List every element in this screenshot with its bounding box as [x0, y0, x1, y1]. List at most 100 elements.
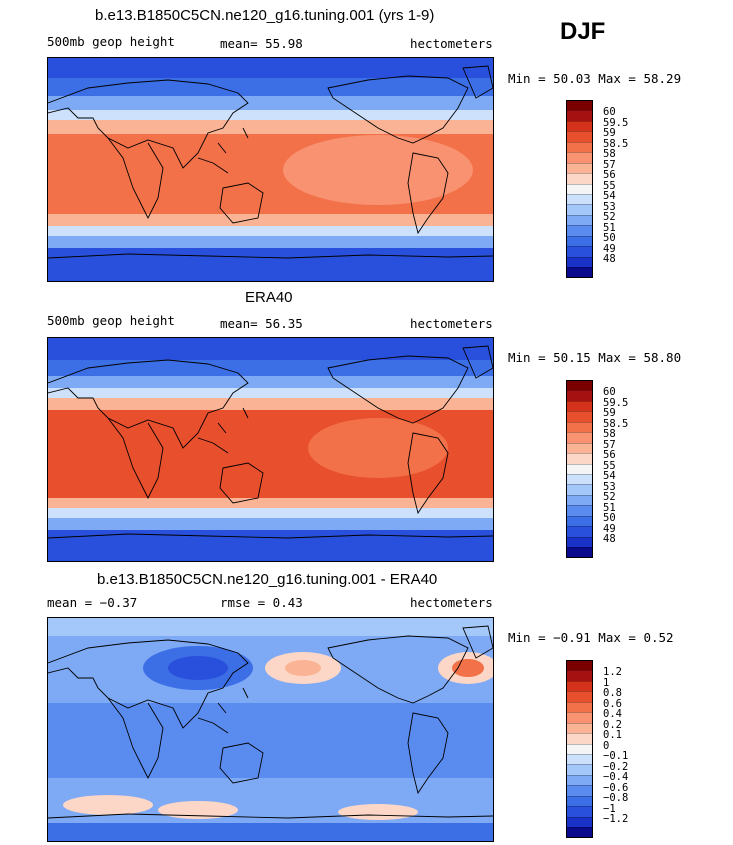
p3-cbar-tick: 1.2	[603, 666, 622, 678]
p1-cbar-tick: 53	[603, 200, 616, 213]
p1-cbar-seg	[567, 267, 592, 278]
p3-cbar-seg	[567, 753, 592, 765]
p2-cbar-tick: 58.5	[603, 417, 629, 430]
p2-cbar-seg	[567, 536, 592, 547]
p2-cbar-seg	[567, 484, 592, 495]
p3-cbar-seg	[567, 712, 592, 723]
p3-antarctica-coast	[48, 813, 493, 819]
p1-south-america-coast	[407, 152, 449, 235]
p2-south-america-coast	[407, 432, 449, 515]
p3-cbar-tick: −0.1	[603, 750, 629, 762]
p1-cbar-seg	[567, 162, 592, 174]
p1-cbar-seg	[567, 101, 592, 111]
p2-cbar-seg	[567, 463, 592, 474]
p3-cbar-seg	[567, 816, 592, 827]
panel-2-title: ERA40	[245, 289, 293, 306]
p2-cbar-tick: 59	[603, 407, 616, 419]
p1-cbar-tick: 52	[603, 211, 616, 223]
p3-eurasia-low-core	[168, 656, 228, 680]
p1-cbar-tick: 50	[603, 232, 616, 244]
p1-cbar-tick: 55	[603, 179, 616, 192]
p3-cbar-seg	[567, 701, 592, 713]
p3-cbar-tick: 0.4	[603, 708, 622, 720]
panel-3-title: b.e13.B1850C5CN.ne120_g16.tuning.001 - E…	[97, 571, 438, 588]
p2-cbar-tick: 58	[603, 428, 616, 440]
p2-cbar-seg	[567, 473, 592, 485]
p1-cbar-tick: 56	[603, 169, 616, 181]
p1-band-arctic	[48, 58, 493, 78]
p1-cbar-seg	[567, 225, 592, 236]
p3-cbar-seg	[567, 743, 592, 754]
p1-cbar-seg	[567, 152, 592, 163]
p1-cbar-seg	[567, 141, 592, 153]
p1-cbar-seg	[567, 193, 592, 205]
p1-cbar-tick: 57	[603, 158, 616, 171]
p2-cbar-seg	[567, 432, 592, 443]
p3-cbar-seg	[567, 795, 592, 807]
p1-greenland-coast	[462, 65, 493, 99]
p2-cbar-tick: 55	[603, 459, 616, 472]
p3-cbar-seg	[567, 785, 592, 796]
p1-cbar-tick: 58.5	[603, 137, 629, 150]
p1-cbar-tick: 48	[603, 253, 616, 265]
p3-cbar-tick: −0.8	[603, 792, 629, 804]
p3-n-pacific-high-core	[285, 660, 321, 676]
p1-africa-eurasia-coast	[48, 79, 249, 169]
p2-cbar-tick: 50	[603, 512, 616, 524]
p1-band-nh-mid1	[48, 96, 493, 110]
p3-north-america-coast	[327, 635, 469, 704]
p2-band-sh-sub	[48, 498, 493, 508]
panel-1-mean-label: mean= 55.98	[220, 36, 303, 51]
p1-asia-islands-coast	[197, 127, 249, 174]
p1-antarctica-coast	[48, 253, 493, 259]
p2-band-nh-high	[48, 360, 493, 376]
p3-greenland-coast	[462, 625, 493, 659]
p1-band-nh-sub	[48, 120, 493, 134]
panel-3-colorbar	[566, 660, 593, 839]
p3-s-ocean-high-3	[338, 804, 418, 820]
p3-cbar-seg	[567, 670, 592, 681]
p1-cbar-seg	[567, 173, 592, 184]
p3-cbar-seg	[567, 722, 592, 734]
panel-1-minmax: Min = 50.03 Max = 58.29	[508, 71, 682, 86]
p2-cbar-tick: 56	[603, 449, 616, 461]
p2-cbar-seg	[567, 421, 592, 433]
p3-africa-south-coast	[107, 697, 164, 780]
p3-africa-eurasia-coast	[48, 639, 249, 729]
panel-1-map-svg	[48, 58, 493, 281]
p2-cbar-tick: 52	[603, 491, 616, 503]
p1-cbar-seg	[567, 246, 592, 257]
p2-cbar-seg	[567, 505, 592, 516]
p2-cbar-seg	[567, 453, 592, 464]
p2-north-america-coast	[327, 355, 469, 424]
p3-cbar-seg	[567, 691, 592, 702]
p1-pacific-subtropical-high	[283, 135, 473, 205]
p1-band-nh-high	[48, 78, 493, 96]
p3-cbar-tick: 0	[603, 739, 610, 752]
p2-band-sh-mid2	[48, 518, 493, 530]
p3-cbar-tick: −1	[603, 802, 616, 815]
p3-cbar-tick: 0.1	[603, 729, 622, 741]
panel-1-colorbar	[566, 100, 593, 279]
p2-antarctica-coast	[48, 533, 493, 539]
p3-cbar-tick: 0.2	[603, 718, 622, 731]
p1-coastlines	[48, 65, 493, 259]
p2-band-arctic	[48, 338, 493, 360]
panel-2-minmax: Min = 50.15 Max = 58.80	[508, 350, 682, 365]
p1-north-america-coast	[327, 75, 469, 144]
panel-1-title: b.e13.B1850C5CN.ne120_g16.tuning.001 (yr…	[95, 7, 435, 24]
p2-coastlines	[48, 345, 493, 539]
p2-cbar-seg	[567, 400, 592, 412]
p2-cbar-seg	[567, 381, 592, 391]
panel-3-units-label: hectometers	[410, 595, 493, 610]
p1-cbar-seg	[567, 120, 592, 132]
panel-3-mean-label: mean = −0.37	[47, 595, 138, 610]
p3-cbar-seg	[567, 774, 592, 786]
p3-cbar-seg	[567, 733, 592, 744]
p3-n-atlantic-high-core	[452, 659, 484, 677]
p3-cbar-seg	[567, 680, 592, 692]
p3-cbar-tick: −1.2	[603, 813, 629, 825]
p1-band-sh-mid1	[48, 226, 493, 236]
panel-2-colorbar	[566, 380, 593, 559]
p2-greenland-coast	[462, 345, 493, 379]
